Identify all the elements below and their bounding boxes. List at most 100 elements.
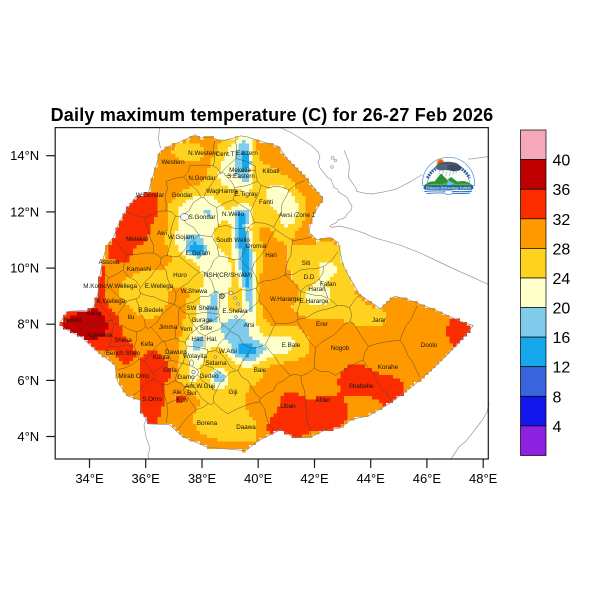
svg-text:Awsi /Zone 1: Awsi /Zone 1 (279, 212, 316, 219)
svg-text:Siti: Siti (302, 260, 311, 267)
svg-text:46°E: 46°E (413, 471, 442, 486)
svg-text:28: 28 (553, 241, 571, 258)
svg-text:Kamashi: Kamashi (127, 266, 152, 273)
svg-text:Daily maximum temperature (C): Daily maximum temperature (C) for 26-27 … (51, 105, 494, 125)
svg-text:Shabelle: Shabelle (349, 383, 374, 390)
svg-text:20: 20 (553, 301, 571, 318)
svg-text:Jarar: Jarar (372, 317, 386, 324)
svg-text:44°E: 44°E (357, 471, 386, 486)
svg-text:Cent.T: Cent.T (216, 151, 235, 158)
svg-text:Horo: Horo (173, 272, 187, 279)
svg-text:4°N: 4°N (17, 429, 39, 444)
svg-text:N.Gondar: N.Gondar (188, 175, 215, 182)
svg-text:42°E: 42°E (300, 471, 329, 486)
svg-text:36°E: 36°E (132, 471, 161, 486)
svg-text:Assosa: Assosa (99, 259, 120, 266)
svg-text:Agnewak: Agnewak (87, 332, 114, 339)
svg-text:24: 24 (553, 271, 571, 288)
svg-text:Giji: Giji (228, 389, 237, 396)
svg-text:12°N: 12°N (10, 204, 39, 219)
svg-text:E.Hararge: E.Hararge (300, 298, 329, 305)
svg-text:K.Wellega: K.Wellega (97, 298, 126, 305)
svg-text:Harari: Harari (308, 286, 325, 293)
svg-text:40°E: 40°E (244, 471, 273, 486)
svg-text:32: 32 (553, 212, 571, 229)
svg-text:Konta: Konta (153, 354, 170, 361)
svg-text:40: 40 (553, 153, 571, 170)
svg-text:S.Gondar: S.Gondar (189, 214, 216, 221)
svg-text:Metekel: Metekel (126, 236, 148, 243)
svg-text:E.Shewa: E.Shewa (222, 308, 248, 315)
svg-text:W.Gondar: W.Gondar (136, 192, 164, 199)
svg-text:Ethiopian Meteorology Institut: Ethiopian Meteorology Institute (426, 186, 471, 190)
svg-text:Fafan: Fafan (320, 281, 337, 288)
svg-text:S.Eastern: S.Eastern (227, 173, 255, 180)
svg-text:Eastern: Eastern (236, 150, 258, 157)
svg-text:E.Bale: E.Bale (282, 342, 301, 349)
svg-text:Gofa: Gofa (163, 367, 177, 374)
svg-text:Yem: Yem (180, 326, 192, 333)
svg-text:Jimma: Jimma (159, 324, 178, 331)
svg-text:6°N: 6°N (17, 373, 39, 388)
svg-text:38°E: 38°E (188, 471, 217, 486)
svg-text:Wolayita: Wolayita (183, 353, 208, 360)
svg-text:Mekelle: Mekelle (229, 167, 251, 174)
svg-text:Had.: Had. (191, 336, 205, 343)
svg-text:Ilu: Ilu (128, 314, 135, 321)
svg-text:Afder: Afder (315, 397, 330, 404)
svg-text:NSH(CR/SH/AM): NSH(CR/SH/AM) (204, 272, 252, 279)
svg-text:12: 12 (553, 360, 571, 377)
svg-text:S.Omo: S.Omo (142, 396, 162, 403)
svg-text:Doolo: Doolo (421, 342, 438, 349)
svg-text:Gondar: Gondar (171, 192, 192, 199)
svg-text:8°N: 8°N (17, 317, 39, 332)
svg-text:Nogob: Nogob (331, 345, 350, 352)
svg-text:Western: Western (161, 159, 185, 166)
svg-text:Bench Sheo: Bench Sheo (106, 350, 141, 357)
svg-text:Hari: Hari (265, 252, 277, 259)
svg-text:N.Wello: N.Wello (222, 211, 244, 218)
svg-text:Daawa: Daawa (236, 424, 256, 431)
svg-text:Oromia: Oromia (246, 243, 267, 250)
svg-text:Sheka: Sheka (114, 337, 132, 344)
svg-text:34°E: 34°E (75, 471, 104, 486)
svg-text:Dawuro: Dawuro (165, 349, 187, 356)
svg-text:WagHamra: WagHamra (206, 188, 238, 195)
svg-text:Gedeo: Gedeo (200, 373, 219, 380)
svg-text:48°E: 48°E (469, 471, 498, 486)
svg-text:W.Gojam: W.Gojam (168, 234, 194, 241)
svg-text:Itang: Itang (87, 310, 102, 317)
svg-text:14°N: 14°N (10, 148, 39, 163)
svg-text:W.Arsi: W.Arsi (219, 348, 237, 355)
svg-text:W.Wellega: W.Wellega (107, 283, 137, 290)
svg-text:Nuwer: Nuwer (64, 317, 82, 324)
svg-text:SW Shewa: SW Shewa (186, 305, 218, 312)
svg-text:Korahe: Korahe (378, 364, 399, 371)
svg-text:Gamo: Gamo (177, 374, 195, 381)
svg-text:D.D: D.D (304, 274, 315, 281)
svg-text:Borena: Borena (197, 420, 218, 427)
svg-text:Kefa: Kefa (141, 341, 154, 348)
svg-text:E.Wellega: E.Wellega (145, 283, 174, 290)
svg-text:Awi: Awi (157, 230, 167, 237)
svg-text:Liban: Liban (280, 403, 296, 410)
svg-text:W.Shewa: W.Shewa (181, 288, 208, 295)
svg-text:Silte: Silte (200, 325, 213, 332)
svg-text:Gurage: Gurage (191, 317, 213, 324)
svg-text:Arsi: Arsi (244, 322, 255, 329)
svg-text:4: 4 (553, 419, 562, 436)
svg-text:South Wello: South Wello (216, 237, 250, 244)
svg-text:E.Tigray: E.Tigray (234, 191, 258, 198)
svg-text:Ale: Ale (172, 389, 182, 396)
svg-text:36: 36 (553, 182, 571, 199)
svg-text:N.Western: N.Western (188, 150, 218, 157)
svg-text:16: 16 (553, 330, 571, 347)
svg-text:Kilbati: Kilbati (262, 168, 279, 175)
svg-text:W.Hararge: W.Hararge (270, 296, 301, 303)
svg-text:Am.W.Guji: Am.W.Guji (185, 383, 215, 390)
svg-text:10°N: 10°N (10, 261, 39, 276)
svg-text:Erer: Erer (316, 321, 328, 328)
svg-text:Kon: Kon (176, 397, 188, 404)
svg-text:Sidama: Sidama (205, 360, 227, 367)
svg-text:M.Komo: M.Komo (83, 283, 107, 290)
